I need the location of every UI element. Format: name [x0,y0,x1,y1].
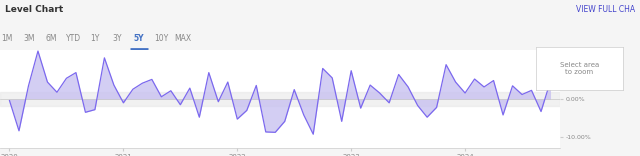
Text: VIEW FULL CHA: VIEW FULL CHA [576,5,635,14]
Text: 1M: 1M [1,34,13,44]
Text: YTD: YTD [65,34,81,44]
Text: 3Y: 3Y [112,34,122,44]
Text: Level Chart: Level Chart [5,5,63,14]
Text: 1Y: 1Y [90,34,100,44]
Text: Select area
to zoom: Select area to zoom [560,62,599,75]
Bar [0,92,560,106]
Text: MAX: MAX [175,34,191,44]
Text: 6M: 6M [45,34,57,44]
Text: 10Y: 10Y [154,34,168,44]
Text: 3M: 3M [23,34,35,44]
Text: 4.80%: 4.80% [554,74,580,83]
Text: 5Y: 5Y [134,34,144,44]
